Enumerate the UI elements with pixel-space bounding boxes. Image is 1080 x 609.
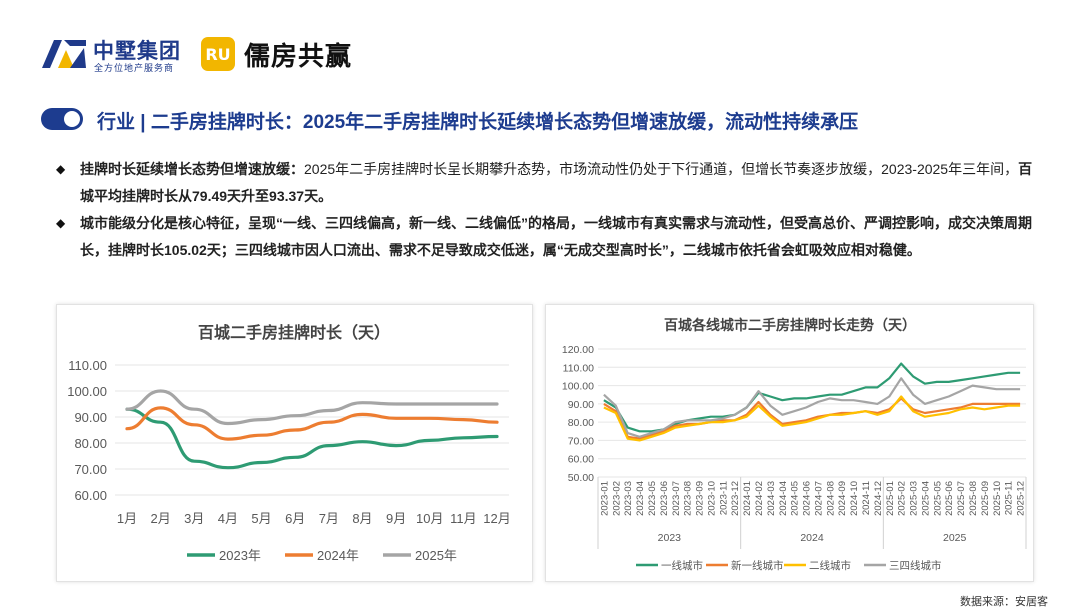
chart-monthly-listing-days: 百城二手房挂牌时长（天） 60.00 70.00 80.00 90.00 100.00 11… — [57, 305, 532, 581]
x-tick-label: 2023-07 — [671, 481, 682, 516]
y-tick-label: 80.00 — [74, 436, 107, 451]
x-tick-label: 2025-01 — [885, 481, 896, 516]
y-tick-label: 90.00 — [74, 410, 107, 425]
rufang-logo-icon: RU — [201, 37, 235, 71]
legend-label: 新一线城市 — [731, 559, 784, 572]
x-tick-label: 2025-05 — [932, 481, 943, 516]
x-tick-label: 3月 — [184, 511, 204, 526]
x-tick-label: 2024-02 — [754, 481, 765, 516]
x-tick-label: 2023-04 — [635, 481, 646, 516]
x-tick-label: 2月 — [151, 511, 171, 526]
y-tick-label: 90.00 — [568, 399, 594, 411]
x-tick-label: 5月 — [251, 511, 271, 526]
x-tick-label: 2023-10 — [706, 481, 717, 516]
x-tick-label: 2025-09 — [980, 481, 991, 516]
x-tick-label: 2025-02 — [897, 481, 908, 516]
x-tick-label: 2024-11 — [861, 481, 872, 515]
chart-city-tier-listing-days: 百城各线城市二手房挂牌时长走势（天） 50.00 60.00 70.00 80.00 90… — [546, 305, 1033, 581]
chart-card-monthly: 百城二手房挂牌时长（天） 60.00 70.00 80.00 90.00 100.00 11… — [56, 304, 533, 582]
rufang-logo-letters: RU — [205, 45, 230, 64]
diamond-bullet-icon: ◆ — [56, 156, 65, 183]
year-group-label: 2024 — [800, 532, 824, 544]
zhongshu-logo-icon — [40, 36, 88, 70]
bullet-item-1: ◆ 挂牌时长延续增长态势但增速放缓：2025年二手房挂牌时长呈长期攀升态势，市场… — [54, 156, 1044, 210]
x-tick-label: 2023-08 — [683, 481, 694, 516]
x-tick-label: 11月 — [450, 511, 477, 526]
legend-label: 二线城市 — [809, 559, 851, 572]
x-tick-label: 2025-04 — [920, 481, 931, 516]
x-tick-label: 2024-08 — [825, 481, 836, 516]
legend-label: 一线城市 — [661, 559, 703, 572]
x-tick-label: 2025-03 — [909, 481, 920, 516]
legend-label: 2025年 — [415, 548, 457, 563]
x-tick-label: 2024-10 — [849, 481, 860, 516]
year-group-label: 2025 — [943, 532, 967, 544]
x-tick-label: 2025-08 — [968, 481, 979, 516]
legend-label: 三四线城市 — [889, 559, 942, 572]
x-tick-label: 7月 — [319, 511, 339, 526]
x-tick-label: 2025-11 — [1004, 481, 1015, 515]
diamond-bullet-icon: ◆ — [56, 210, 65, 237]
bullet-list: ◆ 挂牌时长延续增长态势但增速放缓：2025年二手房挂牌时长呈长期攀升态势，市场… — [54, 156, 1044, 264]
x-tick-label: 2025-12 — [1016, 481, 1027, 516]
y-tick-label: 50.00 — [568, 472, 594, 484]
x-tick-label: 2023-02 — [611, 481, 622, 516]
page-title: 行业 | 二手房挂牌时长：2025年二手房挂牌时长延续增长态势但增速放缓，流动性… — [97, 107, 858, 134]
brand-b-name: 儒房共赢 — [244, 36, 352, 73]
legend-label: 2024年 — [317, 548, 359, 563]
x-tick-label: 2024-03 — [766, 481, 777, 516]
x-tick-label: 2023-03 — [623, 481, 634, 516]
x-tick-label: 9月 — [386, 511, 406, 526]
x-tick-label: 2024-05 — [790, 481, 801, 516]
y-tick-label: 120.00 — [562, 344, 594, 356]
x-tick-label: 12月 — [483, 511, 510, 526]
toggle-icon — [41, 108, 83, 130]
bullet-1-text: 2025年二手房挂牌时长呈长期攀升态势，市场流动性仍处于下行通道，但增长节奏逐步… — [304, 161, 1018, 177]
brand-a-subtitle: 全方位地产服务商 — [94, 61, 174, 74]
bullet-2-lead: 城市能级分化是核心特征，呈现“一线、三四线偏高，新一线、二线偏低”的格局，一线城… — [80, 215, 1032, 258]
x-tick-label: 4月 — [218, 511, 238, 526]
y-tick-label: 110.00 — [563, 362, 594, 374]
y-tick-label: 110.00 — [68, 358, 107, 373]
x-tick-label: 2024-09 — [837, 481, 848, 516]
legend-label: 2023年 — [219, 548, 261, 563]
chart-title: 百城二手房挂牌时长（天） — [198, 323, 390, 342]
x-tick-label: 2023-12 — [730, 481, 741, 516]
x-tick-label: 8月 — [352, 511, 372, 526]
x-tick-label: 2024-12 — [873, 481, 884, 516]
x-tick-label: 2024-07 — [813, 481, 824, 516]
x-tick-label: 2025-10 — [992, 481, 1003, 516]
x-tick-label: 2023-06 — [659, 481, 670, 516]
x-tick-label: 2024-06 — [802, 481, 813, 516]
x-tick-label: 2024-01 — [742, 481, 753, 516]
x-tick-label: 2023-01 — [599, 481, 610, 516]
x-tick-label: 2023-05 — [647, 481, 658, 516]
x-tick-label: 2025-06 — [944, 481, 955, 516]
y-tick-label: 100.00 — [67, 384, 107, 399]
y-tick-label: 80.00 — [568, 417, 594, 429]
bullet-1-lead: 挂牌时长延续增长态势但增速放缓： — [80, 161, 304, 177]
x-tick-label: 2024-04 — [778, 481, 789, 516]
y-tick-label: 100.00 — [562, 381, 594, 393]
y-tick-label: 60.00 — [74, 488, 107, 503]
x-tick-label: 6月 — [285, 511, 305, 526]
data-source: 数据来源：安居客 — [960, 593, 1048, 609]
y-tick-label: 60.00 — [568, 454, 594, 466]
x-tick-label: 1月 — [117, 511, 137, 526]
chart-card-city-tiers: 百城各线城市二手房挂牌时长走势（天） 50.00 60.00 70.00 80.00 90… — [545, 304, 1034, 582]
toggle-knob — [64, 111, 80, 127]
year-group-label: 2023 — [658, 532, 682, 544]
x-tick-label: 2023-11 — [718, 481, 729, 515]
y-tick-label: 70.00 — [568, 435, 594, 447]
bullet-item-2: ◆ 城市能级分化是核心特征，呈现“一线、三四线偏高，新一线、二线偏低”的格局，一… — [54, 210, 1044, 264]
x-tick-label: 10月 — [416, 511, 443, 526]
chart-title: 百城各线城市二手房挂牌时长走势（天） — [664, 317, 916, 333]
x-tick-label: 2025-07 — [956, 481, 967, 516]
y-tick-label: 70.00 — [74, 462, 107, 477]
x-tick-label: 2023-09 — [695, 481, 706, 516]
